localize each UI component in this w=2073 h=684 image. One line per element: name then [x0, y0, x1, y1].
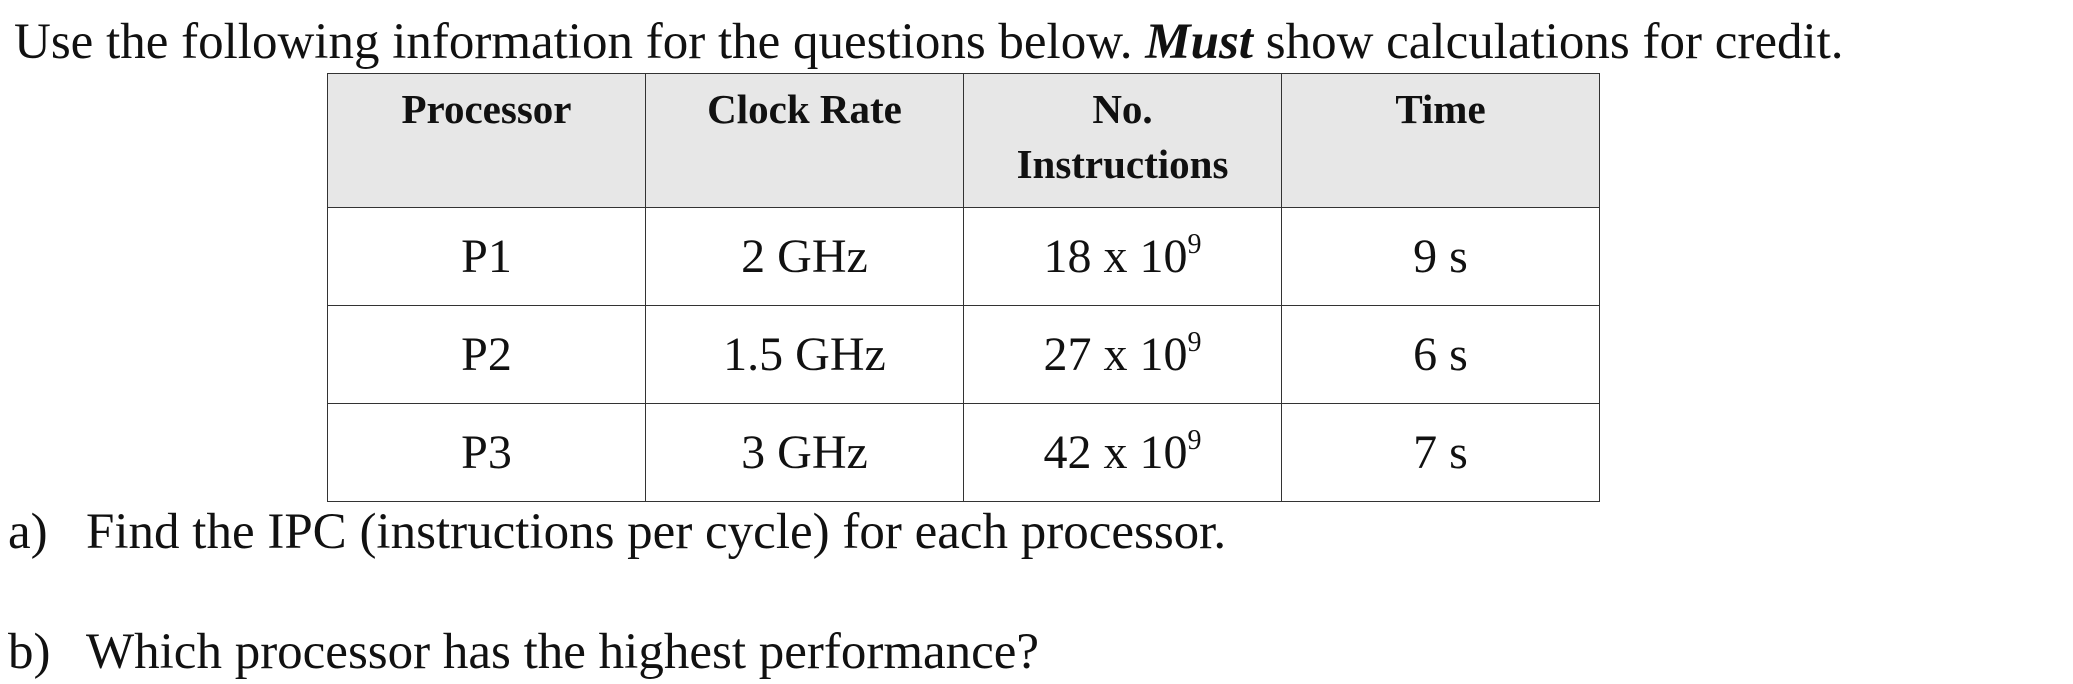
instructions-tail: show calculations for credit.: [1252, 14, 1844, 70]
instructions-emphasis: Must: [1145, 14, 1253, 70]
question-label: b): [8, 624, 51, 680]
instructions-exponent: 9: [1187, 229, 1202, 260]
instructions-mantissa: 27 x 10: [1043, 328, 1188, 381]
question-text: Which processor has the highest performa…: [86, 624, 1040, 680]
instructions-mantissa: 18 x 10: [1043, 230, 1188, 283]
instructions-exponent: 9: [1187, 425, 1202, 456]
cell-time: 7 s: [1281, 403, 1600, 502]
processor-table: Processor Clock Rate No. Instructions Ti…: [327, 73, 1600, 502]
cell-time: 9 s: [1281, 207, 1600, 306]
instructions-exponent: 9: [1187, 327, 1202, 358]
instructions-text: Use the following information for the qu…: [14, 8, 1844, 76]
cell-instructions: 42 x 109: [963, 403, 1282, 502]
question-b: b) Which processor has the highest perfor…: [8, 620, 1039, 684]
cell-clock-rate: 1.5 GHz: [645, 305, 964, 404]
table-row: P1 2 GHz 18 x 109 9 s: [327, 207, 1600, 306]
cell-instructions: 27 x 109: [963, 305, 1282, 404]
header-instructions: No. Instructions: [963, 73, 1282, 208]
header-time: Time: [1281, 73, 1600, 208]
table-row: P3 3 GHz 42 x 109 7 s: [327, 403, 1600, 502]
cell-time: 6 s: [1281, 305, 1600, 404]
question-label: a): [8, 504, 48, 560]
cell-clock-rate: 3 GHz: [645, 403, 964, 502]
instructions-mantissa: 42 x 10: [1043, 426, 1188, 479]
instructions-lead: Use the following information for the qu…: [14, 14, 1146, 70]
header-processor: Processor: [327, 73, 646, 208]
cell-instructions: 18 x 109: [963, 207, 1282, 306]
header-clock-rate: Clock Rate: [645, 73, 964, 208]
table-row: P2 1.5 GHz 27 x 109 6 s: [327, 305, 1600, 404]
cell-processor: P2: [327, 305, 646, 404]
cell-processor: P3: [327, 403, 646, 502]
table-header-row: Processor Clock Rate No. Instructions Ti…: [327, 73, 1600, 208]
question-a: a) Find the IPC (instructions per cycle) …: [8, 500, 1226, 564]
cell-clock-rate: 2 GHz: [645, 207, 964, 306]
question-text: Find the IPC (instructions per cycle) fo…: [86, 504, 1227, 560]
cell-processor: P1: [327, 207, 646, 306]
